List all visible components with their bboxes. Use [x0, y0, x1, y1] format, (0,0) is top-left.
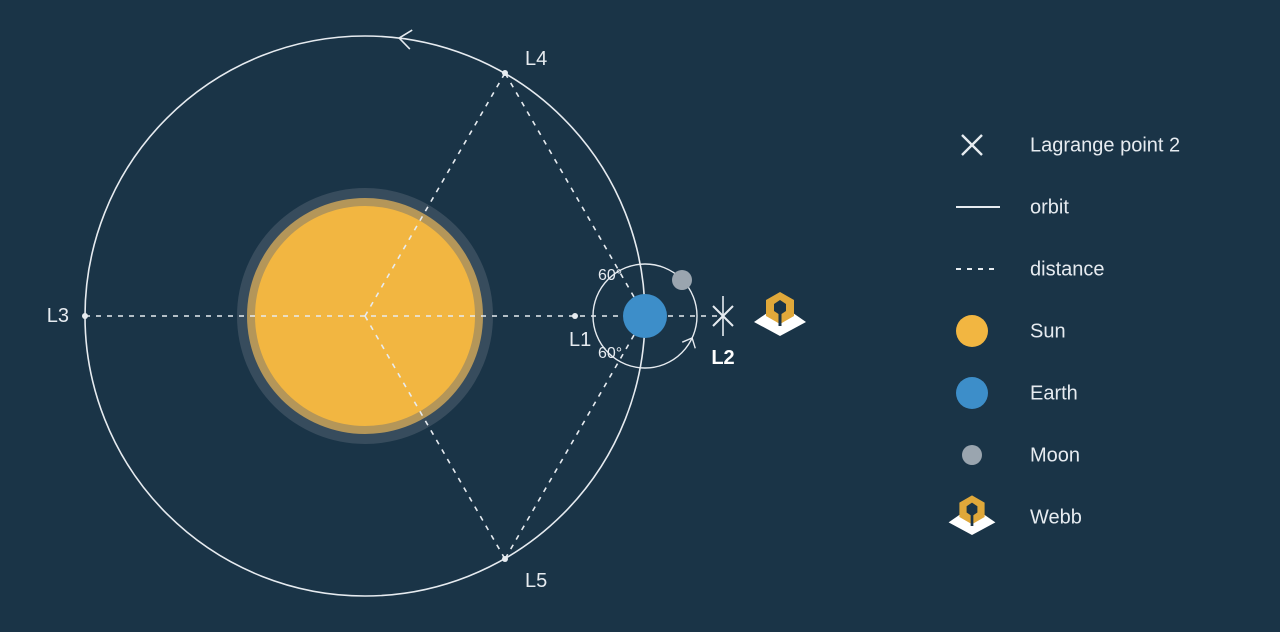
legend-label: Earth [1030, 382, 1078, 404]
label-l3: L3 [47, 305, 69, 327]
legend-label: distance [1030, 258, 1105, 280]
label-l2: L2 [711, 347, 734, 369]
legend-label: Lagrange point 2 [1030, 134, 1180, 156]
legend-label: Sun [1030, 320, 1066, 342]
angle-label-bottom: 60° [598, 345, 622, 362]
moon [672, 270, 692, 290]
lagrange-diagram: L1 L2 L3 L4 L5 60° 60° Lagrange point 2 orbit dis… [0, 0, 1280, 632]
label-l5: L5 [525, 570, 547, 592]
earth [623, 294, 667, 338]
label-l1: L1 [569, 329, 591, 351]
angle-label-top: 60° [598, 267, 622, 284]
legend-label: Moon [1030, 444, 1080, 466]
diagram-svg: L1 L2 L3 L4 L5 60° 60° Lagrange point 2 orbit dis… [0, 0, 1280, 632]
legend-label: orbit [1030, 196, 1069, 218]
legend-label: Webb [1030, 506, 1082, 528]
label-l4: L4 [525, 48, 547, 70]
